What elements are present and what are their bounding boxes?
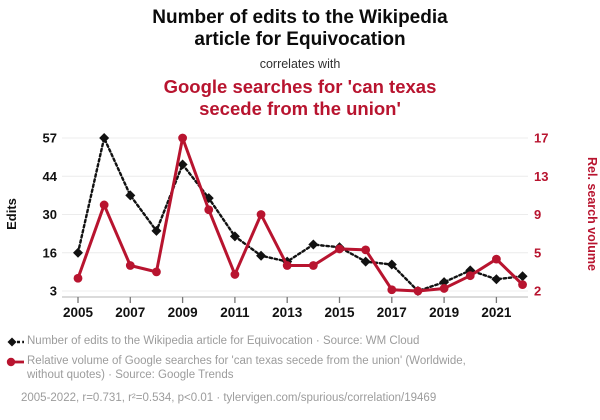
data-point-diamond	[517, 271, 528, 282]
series-line-circle	[76, 136, 525, 293]
x-tick-label: 2017	[377, 305, 407, 320]
chart-svg: 2005 2007 2009 2011 2013 2015 2017 2019 2021 3 16 3…	[4, 131, 599, 321]
legend-item-search: Relative volume of Google searches for '…	[5, 354, 479, 382]
x-tick-label: 2007	[115, 305, 145, 320]
data-point-circle	[439, 284, 449, 293]
x-tick-label: 2011	[220, 305, 250, 320]
data-point-diamond	[386, 259, 397, 270]
series-line-diamond	[76, 136, 524, 293]
data-point-diamond	[229, 231, 240, 242]
x-tick-label: 2009	[168, 305, 198, 320]
left-tick-label: 16	[43, 245, 57, 260]
data-point-circle	[152, 267, 161, 277]
solid-line-circle-marker-icon	[6, 357, 24, 367]
connector-text: correlates with	[259, 57, 341, 71]
right-tick-label: 5	[534, 245, 541, 260]
data-point-circle	[518, 280, 527, 290]
x-tick-label: 2021	[481, 305, 512, 320]
left-tick-label: 44	[43, 169, 58, 184]
legend-item-label: Relative volume of Google searches for '…	[27, 355, 466, 381]
data-point-circle	[387, 285, 397, 295]
right-tick-label: 17	[534, 131, 548, 146]
data-point-diamond	[256, 250, 267, 261]
data-point-circle	[256, 210, 266, 219]
data-point-diamond	[439, 277, 450, 288]
header: Number of edits to the Wikipedia article…	[0, 7, 600, 120]
x-tick-label: 2015	[324, 305, 355, 320]
data-point-diamond	[73, 247, 83, 258]
x-tick-label: 2005	[63, 305, 94, 320]
x-tick-label: 2019	[429, 305, 459, 320]
data-point-circle	[73, 273, 83, 283]
data-point-circle	[99, 200, 109, 210]
left-tick-label: 30	[43, 207, 57, 222]
data-point-diamond	[491, 274, 502, 285]
x-tick-label: 2013	[272, 305, 303, 320]
dotted-line-diamond-marker-icon	[7, 337, 24, 347]
data-point-circle	[178, 133, 188, 143]
data-point-circle	[413, 286, 423, 296]
data-point-circle	[361, 245, 371, 255]
data-point-circle	[125, 261, 135, 270]
left-tick-label: 57	[43, 131, 57, 146]
data-point-circle	[308, 261, 318, 270]
data-point-diamond	[151, 225, 162, 236]
data-point-circle	[230, 270, 240, 279]
data-point-circle	[492, 254, 501, 264]
page-title: Number of edits to the Wikipedia article…	[152, 7, 448, 50]
data-point-diamond	[99, 133, 110, 143]
data-point-diamond	[125, 190, 136, 201]
data-point-circle	[465, 271, 475, 281]
data-point-diamond	[203, 193, 214, 204]
footer-stats: 2005-2022, r=0.731, r²=0.534, p<0.01 · t…	[21, 392, 437, 404]
right-tick-label: 2	[534, 284, 541, 299]
right-tick-label: 9	[534, 207, 541, 222]
data-point-circle	[282, 261, 292, 270]
data-point-diamond	[177, 159, 188, 170]
right-tick-label: 13	[534, 169, 548, 184]
data-point-circle	[204, 205, 214, 215]
legend-item-label: Number of edits to the Wikipedia article…	[27, 335, 420, 347]
data-point-diamond	[360, 256, 371, 267]
data-point-diamond	[308, 239, 319, 250]
right-axis-title: Rel. search volume	[585, 157, 599, 271]
legend: Number of edits to the Wikipedia article…	[5, 334, 479, 382]
subtitle: Google searches for 'can texas secede fr…	[163, 76, 437, 119]
left-axis-title: Edits	[4, 198, 19, 230]
left-tick-label: 3	[50, 284, 57, 299]
legend-item-edits: Number of edits to the Wikipedia article…	[5, 334, 479, 348]
data-point-circle	[335, 244, 344, 254]
